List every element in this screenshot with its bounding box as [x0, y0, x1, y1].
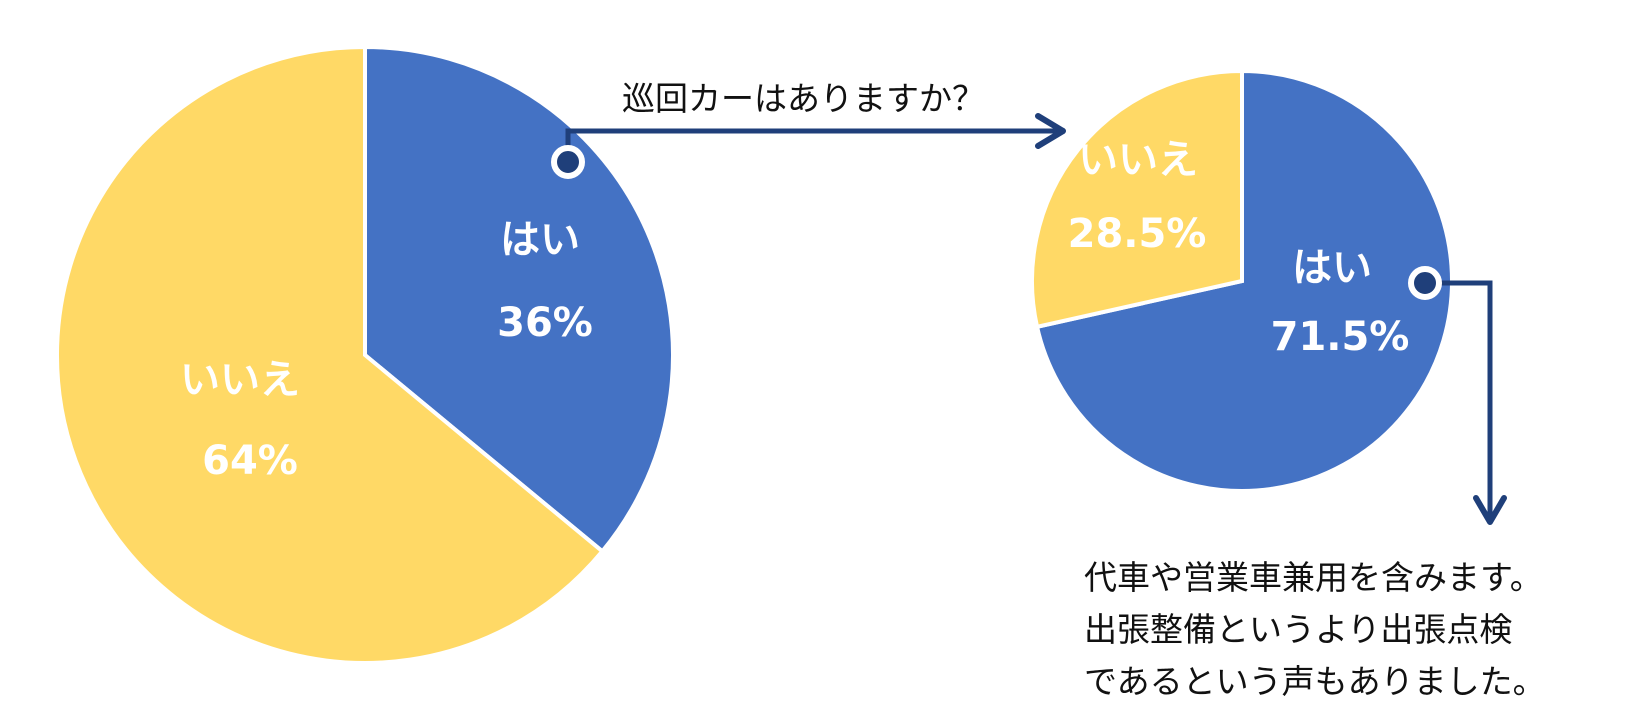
note-line-1: 代車や営業車兼用を含みます。 — [1084, 558, 1543, 597]
pie-slice-yes — [1034, 68, 1454, 493]
note-text: 代車や営業車兼用を含みます。 出張整備というより出張点検 であるという声もありま… — [1084, 552, 1546, 708]
pie-slice-no — [1030, 68, 1244, 330]
note-line-2: 出張整備というより出張点検 — [1084, 610, 1513, 649]
slice-label-yes: はい — [500, 217, 580, 263]
connector-dot-left — [551, 145, 585, 179]
connector-arrow-note — [1408, 266, 1507, 525]
arrow-head-right-icon — [1035, 113, 1066, 149]
slice-value-label-no: 64% — [202, 438, 298, 484]
slice-label-no: いいえ — [180, 357, 300, 403]
pie-chart-car-ownership: はい 36% いいえ 64% — [55, 44, 675, 665]
pie-chart-patrol-car: はい 71.5% いいえ 28.5% — [1030, 68, 1454, 493]
slice-value-label-yes: 71.5% — [1271, 314, 1410, 360]
connector-arrow-question — [551, 113, 1066, 179]
note-line-3: であるという声もありました。 — [1084, 662, 1546, 701]
slice-label-yes: はい — [1292, 245, 1372, 291]
slice-value-label-yes: 36% — [497, 300, 593, 346]
slice-label-no: いいえ — [1078, 137, 1198, 183]
connector-line-note — [1425, 280, 1493, 520]
connector-dot-right — [1408, 266, 1442, 300]
pie-slice-yes — [363, 44, 675, 555]
arrow-head-down-icon — [1473, 495, 1507, 525]
question-label: 巡回カーはありますか？ — [622, 79, 985, 118]
connector-line-question — [565, 128, 1065, 162]
pie-slice-no — [55, 44, 606, 665]
slice-value-label-no: 28.5% — [1068, 211, 1207, 257]
